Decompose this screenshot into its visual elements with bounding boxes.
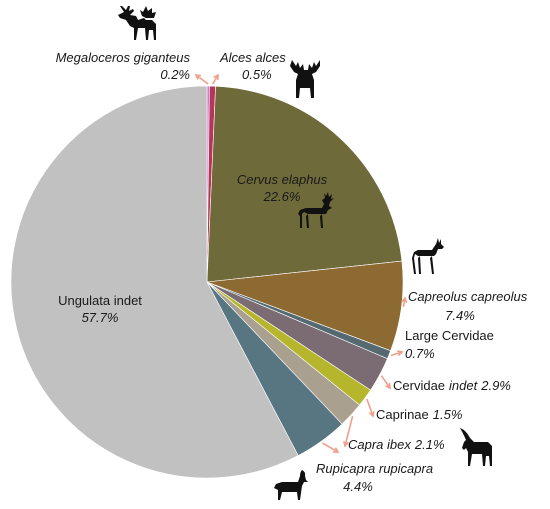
value-capra-ibex: 2.1% — [414, 437, 445, 452]
value-rupicapra-rupicapra: 4.4% — [343, 479, 373, 494]
leader-lines — [194, 73, 408, 453]
megaloceros-icon — [118, 6, 156, 40]
label-megaloceros-giganteus: Megaloceros giganteus — [56, 50, 191, 65]
label-rupicapra-rupicapra: Rupicapra rupicapra — [316, 461, 433, 476]
label-cervus-elaphus: Cervus elaphus — [237, 172, 328, 187]
label-large-cervidae: Large Cervidae — [405, 328, 494, 343]
label-capra-ibex: Capra ibex 2.1% — [348, 437, 445, 452]
moose-icon — [290, 60, 320, 98]
leader-arrowhead — [194, 74, 202, 80]
leader-arrowhead — [332, 447, 340, 453]
chamois-icon — [274, 470, 308, 500]
label-ungulata-indet: Ungulata indet — [58, 293, 142, 308]
label-alces-alces: Alces alces — [219, 50, 286, 65]
leader-arrowhead — [396, 350, 404, 357]
label-cervidae-name: Cervidae — [393, 378, 445, 393]
pie-slice-cervus-elaphus — [206, 85, 403, 283]
value-ungulata-indet: 57.7% — [82, 310, 119, 325]
label-cervidae-suffix: indet — [449, 378, 479, 393]
leader-line-megaloceros-giganteus — [195, 74, 209, 85]
leader-line-alces-alces — [211, 74, 219, 85]
label-caprinae-name: Caprinae — [376, 407, 429, 422]
leader-arrowhead — [213, 73, 219, 81]
leader-line-cervidae — [380, 375, 391, 389]
value-cervus-elaphus: 22.6% — [263, 189, 301, 204]
roe-deer-icon — [412, 238, 444, 274]
value-capreolus-capreolus: 7.4% — [445, 308, 475, 323]
pie-slices — [10, 85, 404, 479]
value-cervidae-indet: 2.9% — [480, 378, 511, 393]
pie-slice-ungulata-indet — [10, 85, 299, 479]
leader-arrowhead — [368, 410, 375, 418]
label-cervidae-indet: Cervidae indet 2.9% — [393, 378, 511, 393]
value-megaloceros-giganteus: 0.2% — [160, 67, 190, 82]
leader-line-rupicapra-rupicapra — [321, 442, 339, 453]
value-caprinae: 1.5% — [433, 407, 463, 422]
ibex-icon — [460, 428, 492, 466]
value-large-cervidae: 0.7% — [405, 346, 435, 361]
value-alces-alces: 0.5% — [242, 67, 272, 82]
red-deer-icon — [298, 192, 334, 228]
label-caprinae: Caprinae 1.5% — [376, 407, 462, 422]
leader-line-caprinae — [366, 398, 374, 417]
label-capreolus-capreolus: Capreolus capreolus — [408, 289, 528, 304]
leader-arrowhead — [401, 296, 408, 303]
leader-line-large-cervidae — [390, 351, 403, 357]
label-capra-ibex-name: Capra ibex — [348, 437, 411, 452]
leader-arrowhead — [385, 382, 391, 390]
leader-arrowhead — [343, 441, 349, 448]
leader-line-capra-ibex — [344, 416, 354, 447]
